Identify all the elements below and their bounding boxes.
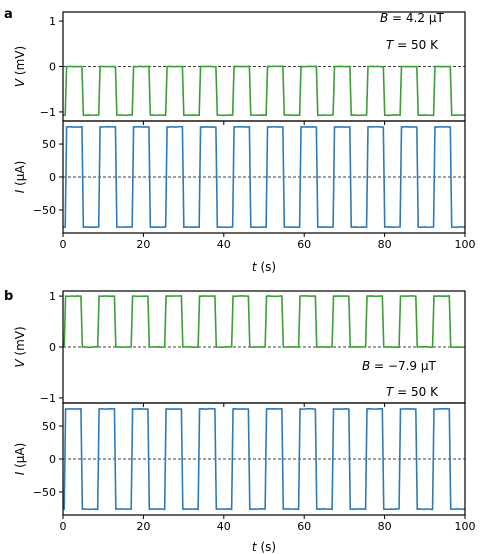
x-tick-label: 80 [378, 520, 392, 533]
y-axis-label: I (μA) [13, 161, 27, 194]
x-tick-label: 80 [378, 238, 392, 251]
subplot-current: −50 0 50 I (μA) [13, 402, 466, 519]
annotation-T: T = 50 K [386, 38, 439, 52]
y-axis-unit: (mV) [13, 326, 27, 359]
subplot-voltage: −1 0 1 V (mV) [13, 11, 466, 125]
y-axis-label: V (mV) [13, 46, 27, 87]
subplot-current: −50 0 50 I (μA) [13, 120, 466, 237]
annotation-variable: B [380, 11, 388, 25]
y-tick-label: 50 [42, 420, 56, 433]
x-tick-label: 100 [455, 520, 476, 533]
series-line [63, 65, 465, 117]
x-tick-label: 20 [136, 520, 150, 533]
y-tick-label: 0 [49, 171, 56, 184]
y-tick-label: −50 [33, 486, 56, 499]
y-tick-label: −1 [40, 392, 56, 405]
annotation-value: = 4.2 μT [388, 11, 444, 25]
x-tick-label: 40 [217, 520, 231, 533]
y-axis-variable: V [13, 359, 27, 368]
x-axis-label: t (s) [252, 540, 276, 554]
annotation-value: = 50 K [393, 385, 439, 399]
panel-letter: b [4, 289, 13, 304]
y-tick-label: 1 [49, 15, 56, 28]
panel-b: b −1 0 1 V (mV) −50 0 50 I (μA) 0 20 40 60 80 100 t (s)… [4, 289, 476, 554]
y-axis-label: I (μA) [13, 443, 27, 476]
x-tick-label: 60 [297, 520, 311, 533]
x-tick-label: 100 [455, 238, 476, 251]
y-tick-label: 50 [42, 138, 56, 151]
series-line [63, 295, 465, 349]
series-line [63, 407, 465, 511]
y-tick-label: −1 [40, 106, 56, 119]
y-axis-variable: I [13, 189, 27, 193]
y-axis-unit: (mV) [13, 46, 27, 79]
annotation-B: B = −7.9 μT [362, 359, 437, 373]
x-tick-label: 40 [217, 238, 231, 251]
annotation-T: T = 50 K [386, 385, 439, 399]
y-axis-unit: (μA) [13, 161, 27, 190]
panel-letter: a [4, 7, 13, 22]
annotation-variable: T [386, 385, 395, 399]
y-axis-label: V (mV) [13, 326, 27, 367]
panel-a: a −1 0 1 V (mV) −50 0 50 I (μA) 0 20 40 60 80 100 t (s)… [4, 7, 476, 274]
x-axis-unit: (s) [257, 540, 276, 554]
annotation-variable: B [362, 359, 370, 373]
y-tick-label: 0 [49, 341, 56, 354]
annotation-B: B = 4.2 μT [380, 11, 444, 25]
y-tick-label: 1 [49, 290, 56, 303]
x-axis-unit: (s) [257, 260, 276, 274]
y-axis-variable: V [13, 78, 27, 87]
annotation-value: = −7.9 μT [370, 359, 436, 373]
y-tick-label: −50 [33, 204, 56, 217]
x-axis-variable: t [252, 540, 258, 554]
annotation-variable: T [386, 38, 395, 52]
y-axis-unit: (μA) [13, 443, 27, 472]
x-tick-label: 60 [297, 238, 311, 251]
plot-frame [62, 120, 466, 234]
x-tick-label: 0 [60, 238, 67, 251]
x-tick-label: 20 [136, 238, 150, 251]
subplot-voltage: −1 0 1 V (mV) [13, 290, 466, 407]
x-tick-label: 0 [60, 520, 67, 533]
y-tick-label: 0 [49, 453, 56, 466]
x-axis-label: t (s) [252, 260, 276, 274]
plot-frame [62, 402, 466, 516]
y-tick-label: 0 [49, 61, 56, 74]
annotation-value: = 50 K [393, 38, 439, 52]
x-axis-variable: t [252, 260, 258, 274]
y-axis-variable: I [13, 471, 27, 475]
series-line [63, 125, 465, 229]
